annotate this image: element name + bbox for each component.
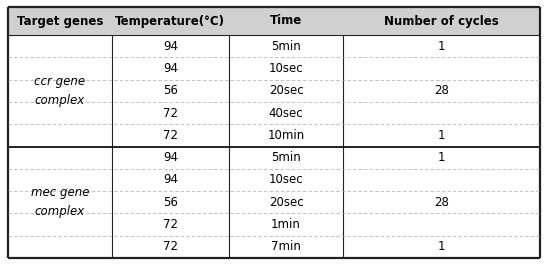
Text: 72: 72 [163, 240, 178, 253]
Text: 72: 72 [163, 129, 178, 142]
Text: 1: 1 [438, 129, 446, 142]
Text: 1: 1 [438, 240, 446, 253]
Text: 1: 1 [438, 40, 446, 53]
Text: Time: Time [270, 15, 302, 28]
Text: 20sec: 20sec [269, 196, 303, 209]
Text: 56: 56 [163, 196, 178, 209]
Text: 5min: 5min [271, 151, 301, 164]
Text: 1: 1 [438, 151, 446, 164]
Text: 10sec: 10sec [269, 62, 303, 75]
Text: 72: 72 [163, 218, 178, 231]
Text: mec gene
complex: mec gene complex [31, 186, 89, 218]
Text: 28: 28 [434, 84, 449, 97]
Text: ccr gene
complex: ccr gene complex [35, 75, 85, 107]
Text: 1min: 1min [271, 218, 301, 231]
Text: 56: 56 [163, 84, 178, 97]
Text: 10sec: 10sec [269, 174, 303, 187]
Text: 28: 28 [434, 196, 449, 209]
Text: 40sec: 40sec [269, 107, 303, 120]
Text: 10min: 10min [267, 129, 305, 142]
Text: Number of cycles: Number of cycles [384, 15, 499, 28]
Text: 94: 94 [163, 62, 178, 75]
Text: Target genes: Target genes [16, 15, 103, 28]
Text: 72: 72 [163, 107, 178, 120]
Text: Temperature(°C): Temperature(°C) [115, 15, 225, 28]
Bar [8, 7, 540, 35]
Text: 94: 94 [163, 174, 178, 187]
Text: 94: 94 [163, 40, 178, 53]
Text: 7min: 7min [271, 240, 301, 253]
Text: 5min: 5min [271, 40, 301, 53]
Text: 94: 94 [163, 151, 178, 164]
Text: 20sec: 20sec [269, 84, 303, 97]
